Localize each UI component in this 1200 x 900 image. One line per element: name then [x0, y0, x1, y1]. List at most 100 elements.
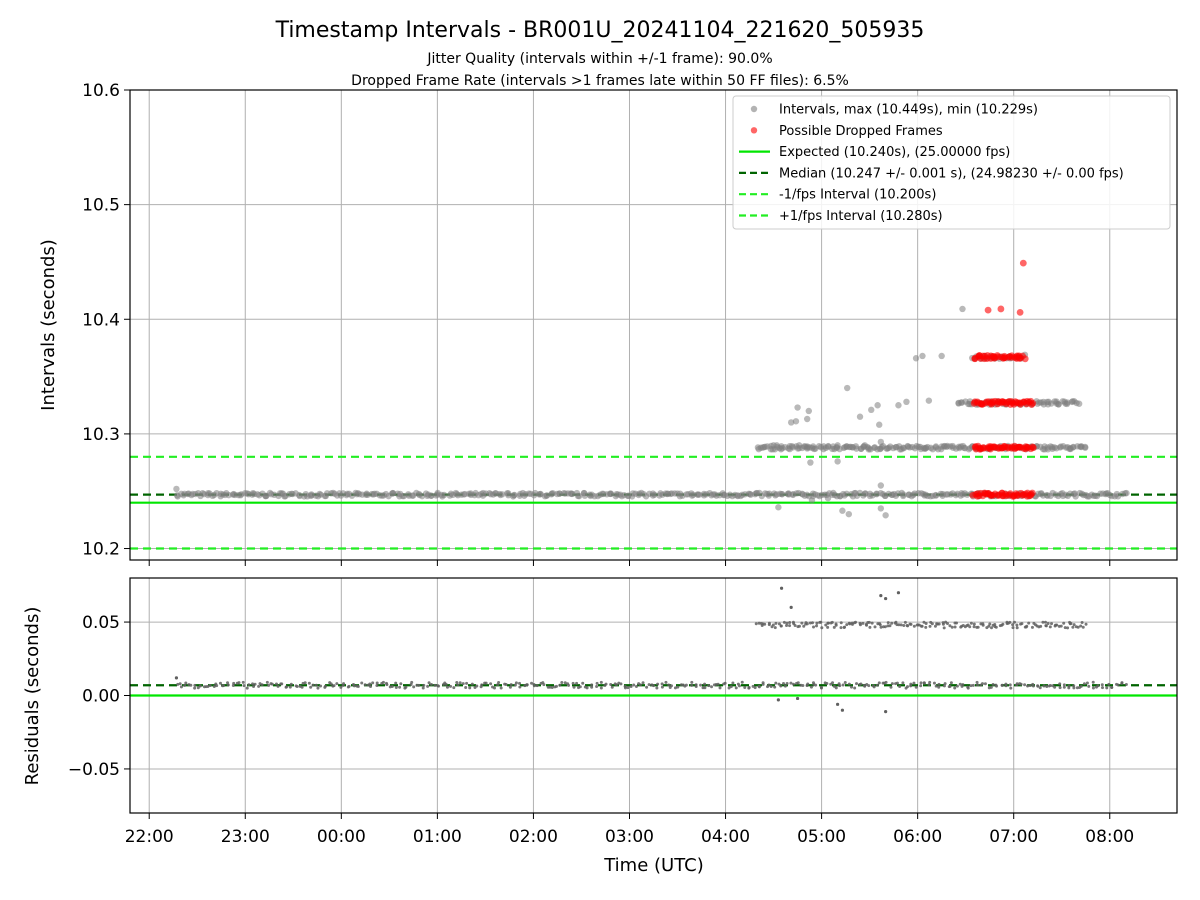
interval-point: [778, 490, 786, 498]
residual-point: [260, 683, 264, 687]
residual-point: [1080, 621, 1084, 625]
interval-point: [938, 352, 945, 360]
residual-point: [1048, 625, 1052, 629]
residual-point: [1066, 626, 1070, 630]
residual-point: [812, 625, 816, 629]
interval-point: [874, 402, 881, 409]
residual-point: [371, 681, 375, 685]
residual-point: [820, 626, 824, 630]
residual-point: [884, 596, 888, 601]
residual-point: [948, 624, 952, 628]
residual-point: [933, 624, 937, 628]
residual-point: [288, 685, 292, 689]
residual-point: [1023, 683, 1027, 687]
interval-point: [440, 491, 448, 499]
residual-point: [647, 683, 651, 687]
x-tick-label: 05:00: [797, 827, 846, 847]
residual-point: [1082, 682, 1086, 686]
residual-point: [740, 680, 744, 684]
residual-point: [894, 620, 898, 624]
residual-point: [972, 622, 976, 626]
residual-point: [461, 682, 465, 686]
residual-point: [363, 683, 367, 687]
interval-point: [173, 485, 180, 493]
residual-point: [595, 685, 599, 689]
residual-point: [1036, 684, 1040, 688]
residual-point: [445, 685, 449, 689]
interval-point: [428, 492, 435, 499]
residual-point: [795, 696, 800, 701]
residual-point: [834, 686, 838, 690]
residual-point: [279, 682, 283, 686]
residual-point: [1025, 624, 1029, 628]
residual-point: [1008, 620, 1012, 624]
residual-point: [384, 681, 388, 685]
residual-point: [919, 624, 923, 628]
residual-point: [1027, 621, 1031, 625]
residual-point: [754, 622, 758, 626]
residual-point: [793, 624, 797, 628]
dropped-frame-point: [1019, 259, 1027, 267]
residual-point: [221, 684, 225, 688]
residual-point: [664, 680, 668, 684]
residual-point: [849, 685, 853, 689]
residual-point: [783, 684, 787, 688]
residual-point: [990, 626, 994, 630]
y-tick-label: 10.2: [82, 540, 120, 560]
residual-point: [690, 683, 694, 687]
residual-point: [1110, 685, 1114, 689]
residual-point: [509, 683, 513, 687]
residual-point: [1079, 624, 1083, 628]
residual-point: [843, 680, 847, 684]
residual-point: [912, 624, 916, 628]
residual-point: [994, 625, 998, 629]
dropped-frame-point: [1029, 399, 1037, 407]
residual-point: [819, 686, 823, 690]
legend-label: +1/fps Interval (10.280s): [779, 209, 943, 224]
x-tick-label: 08:00: [1085, 827, 1134, 847]
interval-point: [925, 397, 933, 404]
residual-point: [465, 681, 469, 685]
interval-point: [1081, 443, 1089, 451]
residual-point: [1063, 626, 1067, 630]
residual-point: [797, 624, 801, 628]
residual-point: [1124, 682, 1128, 686]
residual-point: [727, 686, 731, 690]
residual-point: [652, 684, 656, 688]
residual-point: [578, 685, 582, 689]
residual-point: [226, 681, 230, 685]
residual-point: [369, 684, 373, 688]
residual-point: [1062, 685, 1066, 689]
interval-point: [845, 510, 853, 518]
residual-point: [1058, 686, 1062, 690]
interval-point: [746, 490, 754, 498]
y-tick-label: 10.5: [82, 196, 120, 216]
y-axis-label-intervals: Intervals (seconds): [38, 239, 59, 411]
residual-point: [595, 681, 599, 685]
legend-label: Expected (10.240s), (25.00000 fps): [779, 145, 1010, 160]
residual-point: [184, 681, 188, 685]
residual-point: [734, 686, 738, 690]
residual-point: [1015, 623, 1019, 627]
residual-point: [848, 622, 852, 626]
y-tick-label: 10.3: [82, 425, 120, 445]
residual-point: [969, 621, 973, 625]
residual-point: [499, 686, 503, 690]
residual-point: [942, 626, 946, 630]
residual-point: [782, 620, 786, 624]
residual-point: [806, 682, 810, 686]
x-axis-label: Time (UTC): [603, 855, 704, 876]
residual-point: [417, 683, 421, 687]
residual-point: [981, 622, 985, 626]
residual-point: [550, 686, 554, 690]
residual-point: [475, 684, 479, 688]
residual-point: [484, 681, 488, 685]
residual-point: [802, 624, 806, 628]
legend-marker: [750, 127, 758, 134]
interval-point: [861, 442, 869, 449]
residual-point: [615, 683, 619, 687]
residual-point: [590, 683, 594, 687]
residual-point: [753, 686, 757, 690]
residual-point: [847, 682, 851, 686]
residual-point: [178, 682, 182, 686]
